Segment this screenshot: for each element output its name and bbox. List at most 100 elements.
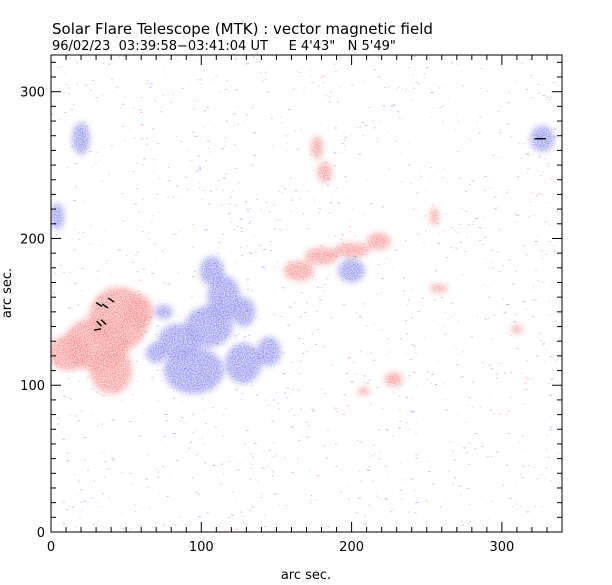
noise-speck — [77, 304, 80, 306]
noise-speck — [305, 421, 308, 423]
noise-speck — [124, 411, 126, 412]
noise-speck — [344, 139, 346, 141]
noise-speck — [403, 290, 405, 292]
noise-speck — [212, 407, 214, 409]
noise-speck — [280, 122, 283, 124]
noise-speck — [251, 107, 254, 109]
noise-speck — [488, 364, 492, 366]
noise-speck — [187, 149, 190, 151]
noise-speck — [251, 290, 253, 292]
noise-speck — [201, 199, 203, 201]
positive-polarity-region — [317, 162, 333, 183]
noise-speck — [75, 526, 78, 528]
noise-speck — [344, 136, 348, 138]
noise-speck — [423, 73, 426, 75]
noise-speck — [156, 260, 158, 262]
noise-speck — [98, 159, 100, 161]
noise-speck — [118, 56, 121, 58]
noise-speck — [472, 406, 474, 408]
noise-speck — [323, 290, 325, 292]
noise-speck — [219, 483, 223, 485]
chart-title: Solar Flare Telescope (MTK) : vector mag… — [52, 20, 433, 38]
noise-speck — [189, 160, 192, 162]
chart-subtitle: 96/02/23 03:39:58−03:41:04 UT E 4'43" N … — [52, 39, 396, 54]
noise-speck — [223, 177, 226, 179]
noise-speck — [560, 291, 562, 293]
noise-speck — [333, 63, 336, 65]
noise-speck — [507, 102, 510, 104]
noise-speck — [427, 501, 429, 503]
noise-speck — [456, 524, 459, 526]
noise-speck — [498, 362, 501, 364]
noise-speck — [521, 62, 524, 64]
axis-ticks — [50, 55, 563, 533]
noise-speck — [278, 219, 281, 221]
noise-speck — [434, 384, 438, 386]
noise-speck — [86, 376, 90, 378]
noise-speck — [134, 511, 137, 513]
noise-speck — [493, 196, 497, 198]
negative-polarity-region — [225, 342, 262, 384]
noise-speck — [275, 392, 277, 393]
noise-speck — [110, 145, 114, 146]
noise-speck — [221, 148, 224, 150]
noise-speck — [282, 289, 285, 291]
noise-speck — [362, 303, 365, 305]
noise-speck — [136, 163, 139, 165]
noise-speck — [62, 522, 65, 524]
noise-speck — [417, 233, 420, 235]
noise-speck — [192, 414, 194, 416]
noise-speck — [51, 113, 54, 115]
noise-speck — [157, 476, 160, 478]
noise-speck — [192, 247, 194, 249]
noise-speck — [266, 91, 269, 93]
noise-speck — [254, 442, 257, 444]
noise-speck — [406, 304, 409, 306]
noise-speck — [246, 523, 249, 525]
noise-speck — [361, 121, 365, 123]
noise-speck — [180, 417, 184, 419]
noise-speck — [364, 516, 366, 517]
noise-speck — [122, 125, 124, 127]
noise-speck — [513, 321, 516, 323]
noise-speck — [230, 221, 232, 223]
noise-speck — [285, 150, 288, 152]
noise-speck — [369, 175, 371, 177]
noise-speck — [64, 522, 67, 524]
noise-speck — [303, 213, 305, 215]
noise-speck — [468, 503, 471, 505]
noise-speck — [128, 129, 131, 130]
noise-speck — [295, 167, 297, 168]
noise-speck — [121, 103, 125, 105]
noise-speck — [464, 251, 467, 252]
noise-speck — [74, 473, 76, 475]
noise-speck — [120, 107, 122, 109]
noise-speck — [447, 272, 449, 273]
noise-speck — [398, 420, 402, 422]
x-tick-label: 100 — [189, 540, 214, 555]
noise-speck — [445, 213, 447, 215]
noise-speck — [414, 503, 416, 505]
noise-speck — [548, 382, 551, 384]
noise-speck — [423, 216, 425, 218]
negative-polarity-region — [256, 336, 281, 367]
noise-speck — [195, 60, 197, 62]
noise-speck — [214, 426, 217, 428]
noise-speck — [247, 210, 250, 212]
noise-speck — [325, 95, 328, 97]
noise-speck — [168, 474, 170, 476]
noise-speck — [236, 106, 239, 108]
noise-speck — [363, 243, 365, 245]
noise-speck — [476, 315, 478, 316]
noise-speck — [62, 501, 66, 503]
noise-speck — [174, 524, 177, 526]
noise-speck — [181, 520, 184, 522]
noise-speck — [310, 69, 313, 71]
noise-speck — [441, 202, 443, 204]
noise-speck — [314, 201, 316, 203]
noise-speck — [537, 280, 539, 282]
noise-speck — [491, 249, 494, 251]
noise-speck — [133, 504, 137, 506]
noise-speck — [545, 448, 548, 450]
noise-speck — [320, 245, 323, 247]
